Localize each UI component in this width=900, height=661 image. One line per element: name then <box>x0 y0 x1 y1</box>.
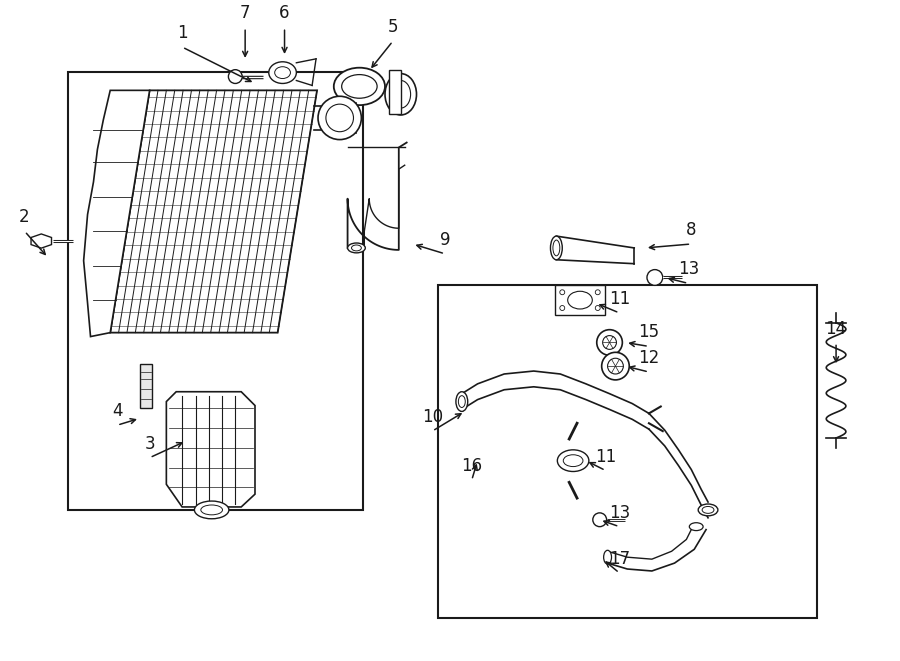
Text: 10: 10 <box>422 408 443 426</box>
Bar <box>389 69 400 114</box>
Ellipse shape <box>194 501 229 519</box>
Polygon shape <box>110 91 317 332</box>
Ellipse shape <box>352 245 362 251</box>
Bar <box>140 364 151 408</box>
Text: 11: 11 <box>608 290 630 308</box>
Ellipse shape <box>551 236 562 260</box>
Bar <box>68 71 364 510</box>
Circle shape <box>597 330 623 355</box>
Bar <box>438 286 817 618</box>
Ellipse shape <box>553 240 560 256</box>
Text: 5: 5 <box>388 19 398 36</box>
Text: 9: 9 <box>440 231 450 249</box>
Text: 11: 11 <box>595 447 616 465</box>
Circle shape <box>560 290 564 295</box>
Circle shape <box>595 290 600 295</box>
Polygon shape <box>166 392 255 507</box>
Ellipse shape <box>563 455 583 467</box>
Ellipse shape <box>568 292 592 309</box>
Circle shape <box>593 513 607 527</box>
Text: 15: 15 <box>638 323 660 342</box>
Circle shape <box>647 270 662 286</box>
Polygon shape <box>31 234 51 248</box>
Text: 7: 7 <box>240 5 250 22</box>
Circle shape <box>595 305 600 311</box>
Ellipse shape <box>269 61 296 83</box>
Bar <box>555 286 605 315</box>
Ellipse shape <box>334 67 385 105</box>
Text: 3: 3 <box>144 435 155 453</box>
Circle shape <box>326 104 354 132</box>
Text: 1: 1 <box>176 24 187 42</box>
Ellipse shape <box>698 504 718 516</box>
Circle shape <box>608 358 624 374</box>
Circle shape <box>318 97 362 139</box>
Text: 13: 13 <box>608 504 630 522</box>
Polygon shape <box>84 91 149 336</box>
Circle shape <box>229 69 242 83</box>
Ellipse shape <box>274 67 291 79</box>
Text: 13: 13 <box>678 260 699 278</box>
Text: 16: 16 <box>461 457 482 475</box>
Ellipse shape <box>391 81 410 108</box>
Text: 8: 8 <box>686 221 697 239</box>
Text: 17: 17 <box>608 550 630 568</box>
Text: 6: 6 <box>279 5 290 22</box>
Ellipse shape <box>347 243 365 253</box>
Ellipse shape <box>458 396 465 407</box>
Text: 2: 2 <box>19 208 30 226</box>
Ellipse shape <box>201 505 222 515</box>
Ellipse shape <box>557 450 589 471</box>
Text: 4: 4 <box>112 403 122 420</box>
Ellipse shape <box>342 75 377 98</box>
Text: 12: 12 <box>638 349 660 367</box>
Circle shape <box>560 305 564 311</box>
Ellipse shape <box>385 73 417 115</box>
Ellipse shape <box>456 392 468 411</box>
Circle shape <box>603 336 616 350</box>
Ellipse shape <box>604 551 611 564</box>
Circle shape <box>602 352 629 380</box>
Ellipse shape <box>702 506 714 514</box>
Text: 14: 14 <box>825 319 847 338</box>
Ellipse shape <box>689 523 703 531</box>
